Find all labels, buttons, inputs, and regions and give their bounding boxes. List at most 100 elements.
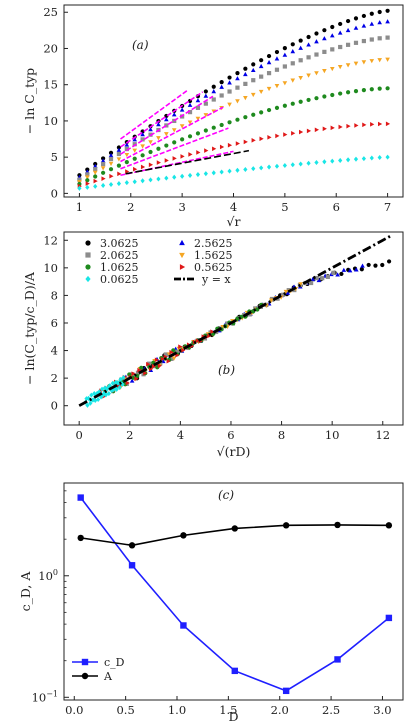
data-point: [88, 400, 93, 406]
data-point: [378, 121, 383, 127]
data-point: [101, 176, 106, 181]
data-point: [380, 262, 385, 268]
fit-line: [120, 150, 234, 177]
data-point: [103, 392, 109, 398]
data-point: [124, 160, 129, 165]
data-point: [361, 60, 367, 65]
y-axis-label: − ln(C_typ/c_D)/A: [22, 271, 37, 385]
data-point: [108, 161, 114, 166]
data-point: [339, 271, 344, 277]
data-point: [211, 125, 216, 130]
data-point: [306, 55, 311, 60]
data-point: [386, 259, 392, 264]
data-point: [174, 349, 180, 354]
data-point: [235, 117, 240, 122]
data-point: [322, 159, 327, 165]
data-point: [135, 370, 141, 375]
data-point: [116, 151, 122, 157]
data-point: [77, 494, 84, 501]
data-point: [290, 162, 295, 168]
data-point: [334, 656, 341, 663]
data-point: [266, 71, 272, 76]
data-point: [298, 161, 303, 167]
axes-frame: [63, 231, 404, 426]
data-point: [314, 127, 319, 133]
data-point: [219, 144, 225, 150]
data-point: [353, 156, 359, 162]
data-point: [377, 58, 382, 63]
fit-line: [125, 149, 250, 175]
data-point: [251, 166, 256, 172]
data-point: [219, 169, 224, 175]
x-tick-label: 2: [126, 428, 133, 442]
series-2.5625: [77, 19, 390, 180]
data-point: [181, 348, 186, 353]
legend: 3.0625 2.5625 2.0625 1.5625 1.0625 0.5625 0.06…: [85, 237, 233, 286]
legend-label: 3.0625: [100, 237, 139, 250]
data-point: [164, 123, 169, 128]
data-point: [353, 89, 359, 94]
data-point: [140, 144, 145, 149]
y-tick-label: 10: [43, 261, 58, 275]
data-point: [298, 76, 303, 81]
data-point: [373, 263, 378, 268]
data-point: [345, 27, 351, 33]
data-point: [132, 156, 137, 161]
data-point: [166, 358, 171, 364]
x-axis-label: D: [228, 709, 238, 724]
x-tick-label: 2.0: [271, 703, 289, 717]
data-point: [227, 168, 232, 174]
data-point: [345, 42, 351, 47]
y-tick-label: 6: [51, 316, 58, 330]
data-point: [322, 28, 327, 33]
data-point: [334, 521, 341, 529]
data-point: [243, 71, 248, 77]
data-point: [259, 110, 264, 115]
axes-frame: [63, 482, 404, 701]
data-point: [283, 132, 288, 137]
data-point: [101, 182, 106, 188]
panel-b-tag: (b): [218, 363, 235, 377]
x-axis-label: √(rD): [217, 444, 251, 459]
data-point: [306, 73, 311, 78]
data-point: [316, 277, 322, 283]
data-point: [322, 36, 327, 41]
data-point: [385, 19, 390, 24]
data-point: [164, 132, 169, 137]
data-point: [195, 131, 201, 136]
data-point: [92, 163, 98, 169]
data-point: [274, 56, 280, 61]
data-point: [353, 40, 359, 45]
data-point: [243, 81, 248, 86]
data-point: [290, 78, 296, 83]
data-point: [282, 687, 290, 695]
data-point: [211, 89, 217, 94]
data-point: [132, 137, 138, 142]
data-point: [116, 163, 122, 168]
data-point: [243, 66, 248, 71]
panel-b: 0 2 4 6 8 10 12 0 2 4 6 8 10 12 3.0625 2.5625 2.0625 1.56…: [22, 231, 404, 459]
y-tick-label: 25: [43, 5, 58, 19]
data-point: [282, 162, 287, 169]
data-point: [298, 38, 303, 43]
legend-marker: [179, 264, 186, 270]
data-point: [251, 112, 256, 117]
data-point: [171, 356, 177, 361]
data-point: [85, 402, 90, 408]
data-point: [282, 522, 290, 529]
data-point: [154, 357, 160, 363]
data-point: [203, 89, 208, 94]
data-point: [298, 99, 303, 104]
data-point: [180, 532, 187, 539]
data-point: [243, 115, 248, 120]
y-axis-label: c_D, A: [18, 571, 33, 612]
data-point: [196, 150, 201, 155]
data-point: [266, 107, 272, 113]
data-point: [369, 37, 374, 42]
y-tick-label: 10−1: [32, 689, 58, 704]
data-point: [330, 125, 335, 131]
data-point: [306, 34, 311, 40]
data-point: [219, 93, 224, 98]
data-point: [330, 24, 335, 30]
data-point: [331, 270, 336, 275]
